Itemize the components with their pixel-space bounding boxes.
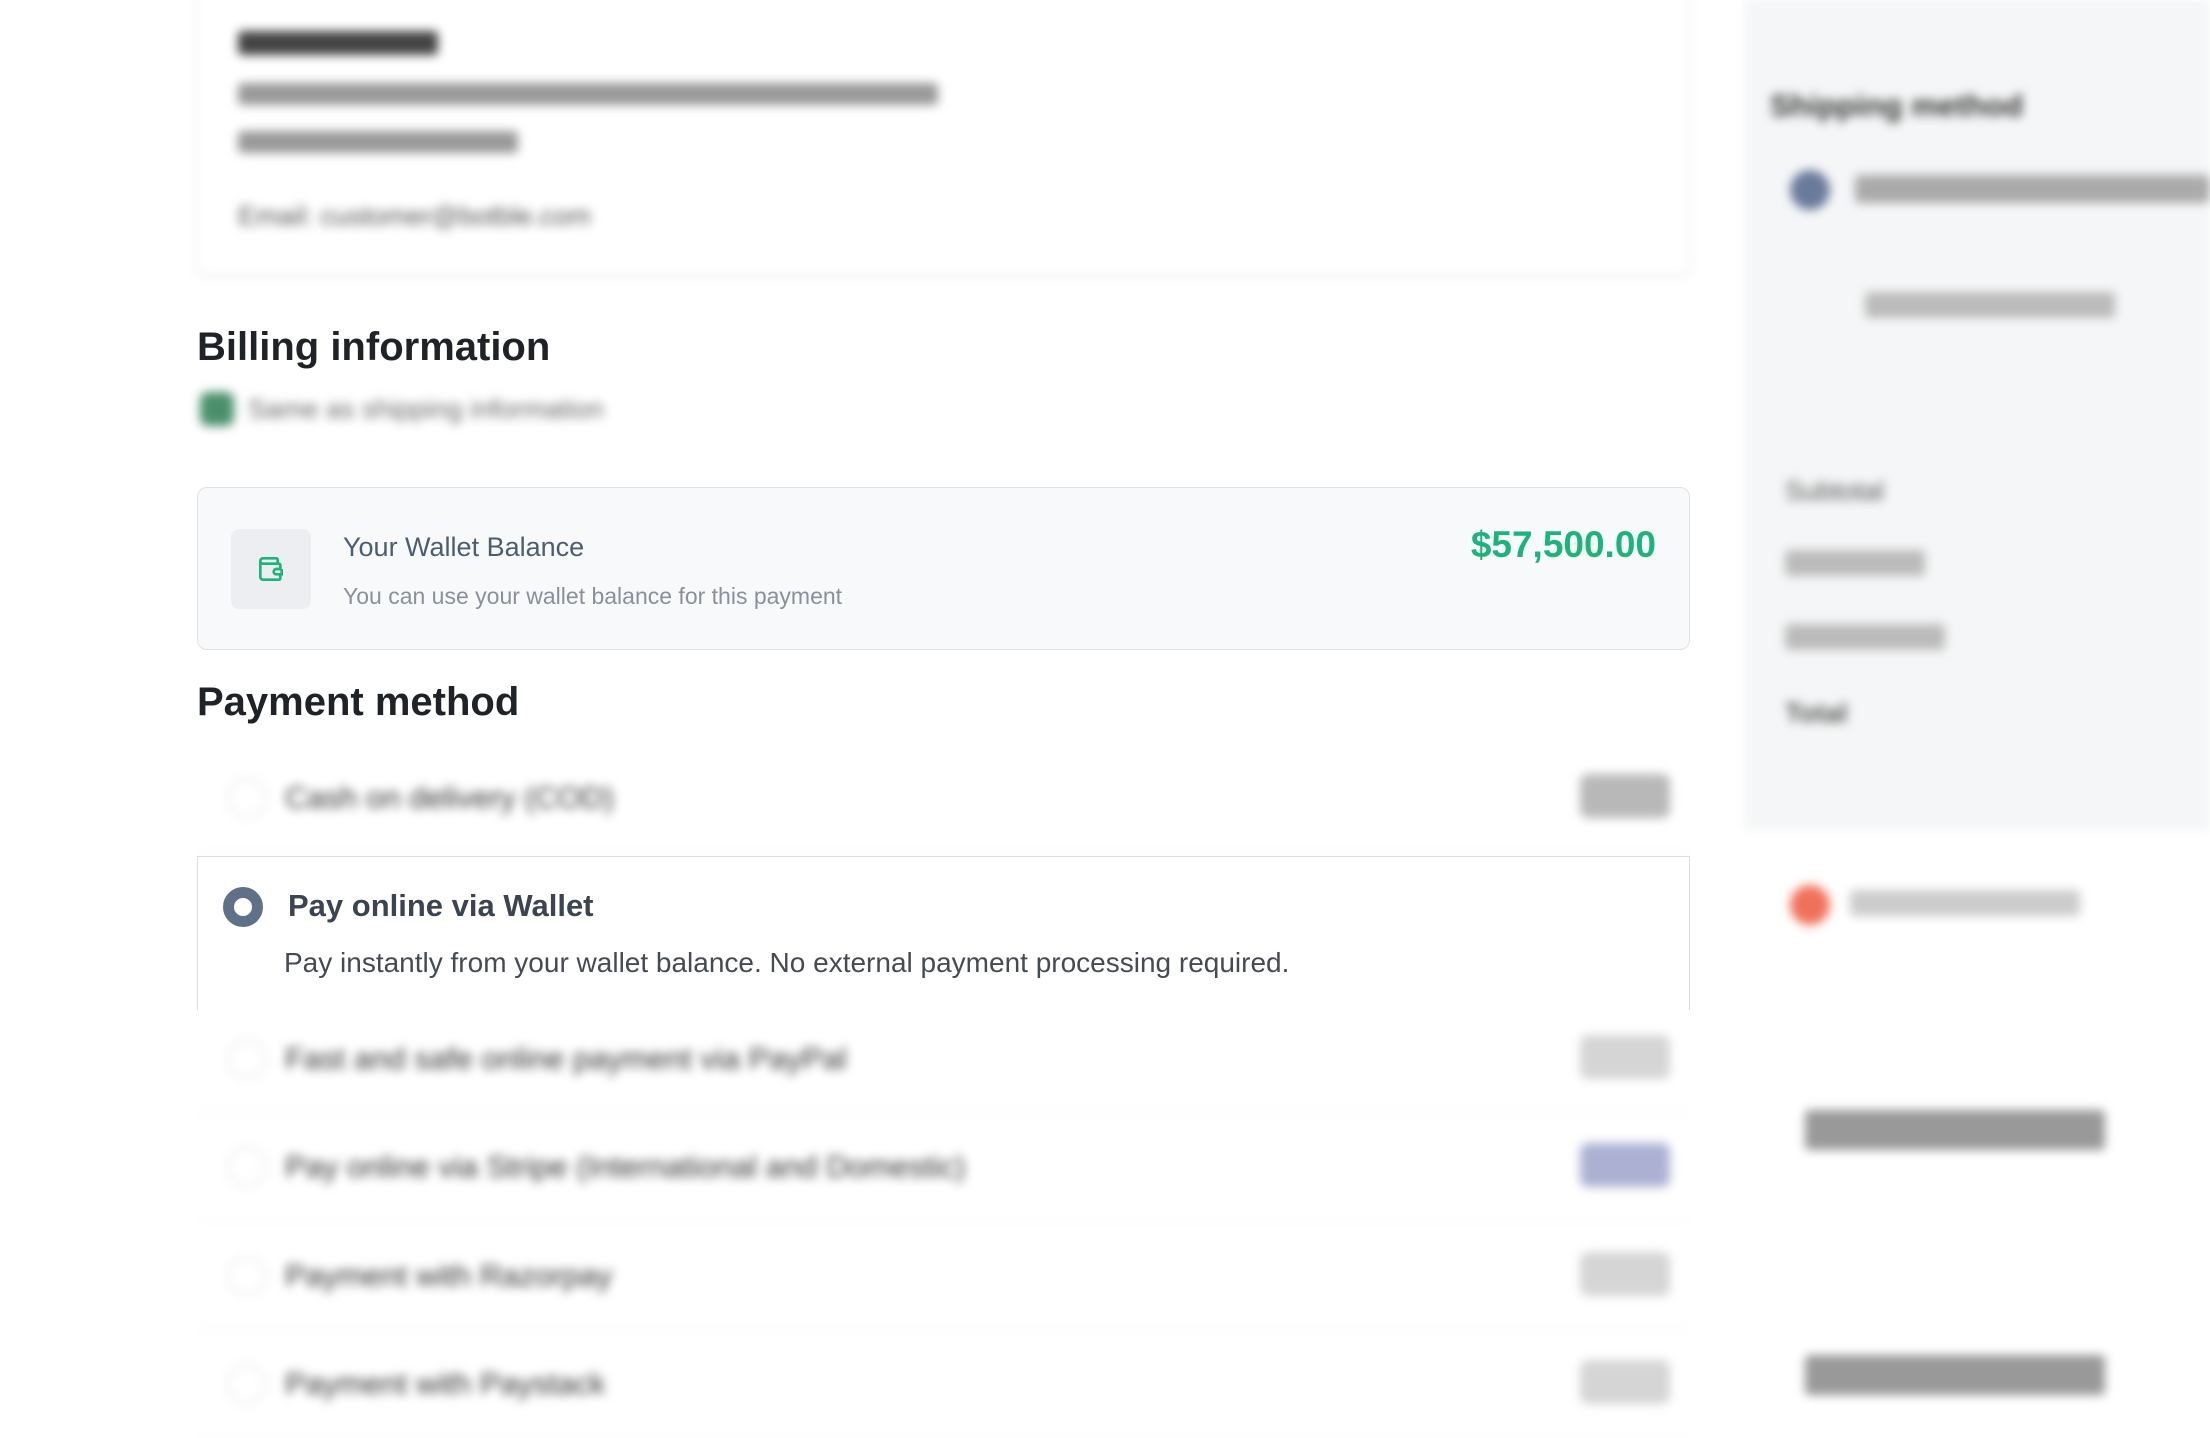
option-label: Pay online via Stripe (International and… <box>285 1149 966 1184</box>
tax-label <box>1785 550 1925 576</box>
paypal-logo-icon <box>1580 1035 1670 1079</box>
wallet-title: Your Wallet Balance <box>343 532 585 562</box>
option-label: Payment with Paystack <box>285 1366 606 1401</box>
paystack-logo-icon <box>1580 1360 1670 1404</box>
payment-option-cod[interactable]: Cash on delivery (COD) <box>197 744 1690 852</box>
billing-heading: Billing information <box>197 325 551 369</box>
payment-heading: Payment method <box>197 680 520 724</box>
coupon-heading <box>1850 890 2080 916</box>
shipping-radio-icon[interactable] <box>1790 170 1830 210</box>
radio-icon[interactable] <box>227 1147 267 1187</box>
coupon-icon <box>1790 885 1830 925</box>
customer-address <box>238 83 938 105</box>
wallet-subtitle: You can use your wallet balance for this… <box>343 583 843 609</box>
coupon-code-2[interactable] <box>1805 1355 2105 1395</box>
checkbox-icon[interactable] <box>200 392 234 426</box>
stripe-logo-icon <box>1580 1143 1670 1187</box>
customer-name <box>238 31 438 55</box>
checkbox-label: Same as shipping information <box>248 393 604 424</box>
wallet-amount: $57,500.00 <box>1470 524 1656 565</box>
radio-icon[interactable] <box>227 1256 267 1296</box>
option-label: Fast and safe online payment via PayPal <box>285 1041 847 1076</box>
shipping-option[interactable] <box>1855 175 2210 203</box>
option-description: Pay instantly from your wallet balance. … <box>284 947 1290 978</box>
payment-option-razorpay[interactable]: Payment with Razorpay <box>197 1222 1690 1330</box>
customer-phone <box>238 131 518 153</box>
radio-icon[interactable] <box>227 1364 267 1404</box>
total-label: Total <box>1785 698 1848 728</box>
option-label: Pay online via Wallet <box>288 888 594 923</box>
shipping-address-card: Email: customer@botble.com <box>197 0 1690 275</box>
subtotal-label: Subtotal <box>1785 476 1885 506</box>
payment-option-wallet[interactable]: Pay online via Wallet Pay instantly from… <box>197 856 1690 1010</box>
payment-option-stripe[interactable]: Pay online via Stripe (International and… <box>197 1113 1690 1221</box>
radio-icon[interactable] <box>227 1039 267 1079</box>
shipping-method-heading: Shipping method <box>1770 88 2024 123</box>
order-summary-sidebar: Shipping method Subtotal Total <box>1745 0 2210 1395</box>
payment-option-paystack[interactable]: Payment with Paystack <box>197 1330 1690 1438</box>
radio-icon[interactable] <box>227 778 267 818</box>
same-as-shipping-checkbox[interactable]: Same as shipping information <box>200 392 604 426</box>
wallet-balance-card: Your Wallet Balance You can use your wal… <box>197 487 1690 650</box>
option-label: Cash on delivery (COD) <box>285 780 615 815</box>
cod-logo-icon <box>1580 774 1670 818</box>
customer-email: Email: customer@botble.com <box>238 201 592 231</box>
shipping-option-2[interactable] <box>1865 292 2115 318</box>
shipping-fee-label <box>1785 624 1945 650</box>
razorpay-logo-icon <box>1580 1252 1670 1296</box>
wallet-icon <box>231 529 311 609</box>
option-label: Payment with Razorpay <box>285 1258 613 1293</box>
radio-selected-icon[interactable] <box>223 887 263 927</box>
coupon-code-1[interactable] <box>1805 1110 2105 1150</box>
payment-option-paypal[interactable]: Fast and safe online payment via PayPal <box>197 1005 1690 1113</box>
